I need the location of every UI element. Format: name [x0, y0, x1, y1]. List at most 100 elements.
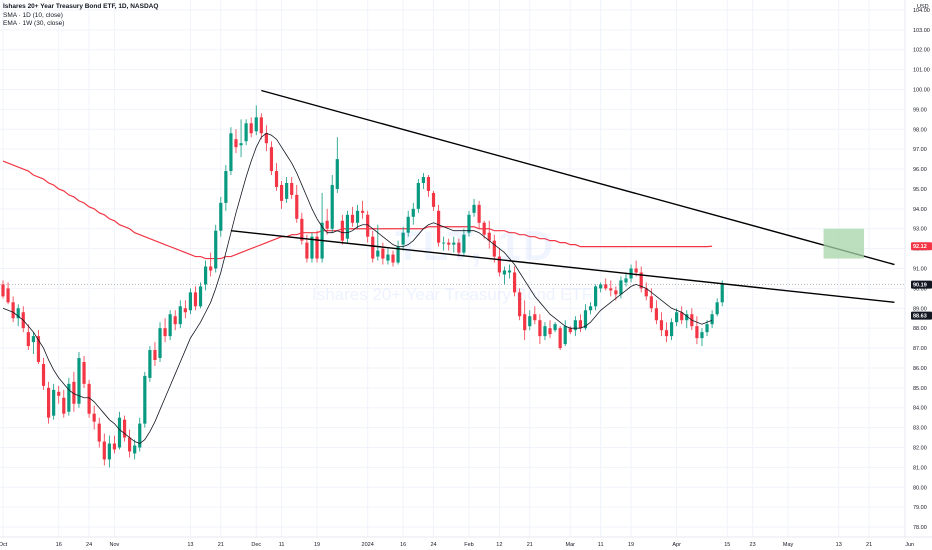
candle-body: [462, 234, 466, 253]
candle-body: [315, 236, 319, 259]
candle-body: [649, 296, 653, 309]
candle-body: [492, 240, 496, 257]
time-tick-label: Apr: [672, 542, 681, 548]
candle: [416, 179, 420, 213]
price-tick-label: 95.00: [913, 187, 927, 193]
candle-body: [82, 361, 86, 384]
candle: [518, 288, 522, 321]
time-tick-label: 11: [598, 542, 604, 548]
price-tick-label: 81.00: [913, 465, 927, 471]
candle: [6, 282, 10, 305]
candle-body: [528, 316, 532, 327]
candle: [133, 439, 137, 460]
candle-body: [619, 280, 623, 295]
candle-body: [254, 117, 258, 132]
candle-body: [1, 284, 5, 297]
price-tick-label: 93.00: [913, 227, 927, 233]
candle: [669, 318, 674, 341]
candle: [548, 320, 552, 339]
candle: [492, 234, 496, 263]
price-tick-label: 86.00: [913, 366, 927, 372]
candle-body: [502, 270, 507, 275]
candle-body: [588, 306, 593, 311]
candle: [558, 326, 562, 351]
trendlines: [230, 89, 895, 304]
candle-body: [26, 332, 30, 347]
candle: [300, 212, 304, 245]
candle-body: [431, 192, 436, 207]
candle: [533, 306, 537, 325]
candle-body: [497, 256, 501, 273]
candle-body: [117, 417, 122, 448]
candle-body: [153, 350, 157, 360]
price-tag-bg: [911, 280, 932, 289]
candle-body: [436, 210, 441, 243]
candle-body: [654, 308, 658, 321]
candle: [381, 242, 385, 265]
chart-legend: Ishares 20+ Year Treasury Bond ETF, 1D, …: [3, 3, 158, 29]
candle-body: [614, 290, 618, 295]
sma-polyline: [2, 132, 713, 444]
candle-body: [426, 177, 431, 191]
candle: [720, 280, 724, 307]
price-tick-label: 88.00: [913, 326, 927, 332]
candle-body: [133, 445, 137, 454]
candle-body: [269, 147, 274, 172]
candle-body: [447, 242, 451, 245]
price-tick-label: 82.00: [913, 446, 927, 452]
ema-legend[interactable]: EMA · 1W (30, close): [3, 20, 65, 27]
candle: [41, 358, 46, 390]
candle: [295, 184, 299, 223]
candle-body: [188, 292, 193, 311]
candle-body: [274, 171, 279, 187]
time-tick-label: Feb: [464, 542, 473, 548]
candle-body: [300, 218, 304, 241]
candle-body: [705, 324, 709, 333]
candle: [700, 328, 704, 347]
candle: [538, 314, 542, 345]
candle: [325, 208, 329, 235]
candle-body: [305, 242, 309, 259]
candle: [279, 180, 284, 209]
time-tick-label: 2024: [362, 542, 374, 548]
candle: [82, 356, 86, 388]
price-tag-label: 88.63: [913, 314, 927, 320]
sma-legend[interactable]: SMA · 1D (10, close): [3, 11, 63, 19]
candle: [431, 190, 436, 211]
time-tick-label: 15: [724, 542, 730, 548]
candle-body: [219, 202, 223, 231]
candle: [528, 310, 532, 331]
candle-body: [178, 306, 182, 325]
candle-body: [279, 184, 284, 201]
candle-body: [573, 320, 577, 331]
price-tick-label: 99.00: [913, 107, 927, 113]
candle: [553, 322, 557, 333]
price-tag: 92.12: [911, 242, 932, 251]
candle-body: [523, 314, 527, 331]
candle: [107, 435, 111, 468]
candle: [680, 306, 684, 325]
time-tick-label: Oct: [0, 542, 8, 548]
candle: [568, 326, 572, 335]
candle-body: [193, 292, 198, 307]
symbol-title[interactable]: Ishares 20+ Year Treasury Bond ETF, 1D, …: [3, 3, 159, 10]
candle: [624, 272, 628, 287]
candle: [664, 322, 669, 343]
candle-body: [442, 242, 446, 244]
candle: [350, 206, 355, 227]
time-tick-label: 24: [430, 542, 436, 548]
candle-body: [695, 326, 699, 339]
candle: [168, 310, 172, 341]
price-tick-label: 89.00: [913, 306, 927, 312]
candle-body: [183, 308, 187, 313]
candle-body: [472, 204, 476, 213]
candle-body: [122, 419, 127, 438]
candle: [578, 314, 583, 333]
candle-body: [583, 310, 588, 329]
candle: [594, 284, 598, 311]
price-tag: 88.63: [911, 311, 932, 320]
candle-body: [518, 292, 522, 317]
candle: [502, 266, 507, 285]
candle-body: [421, 177, 425, 183]
